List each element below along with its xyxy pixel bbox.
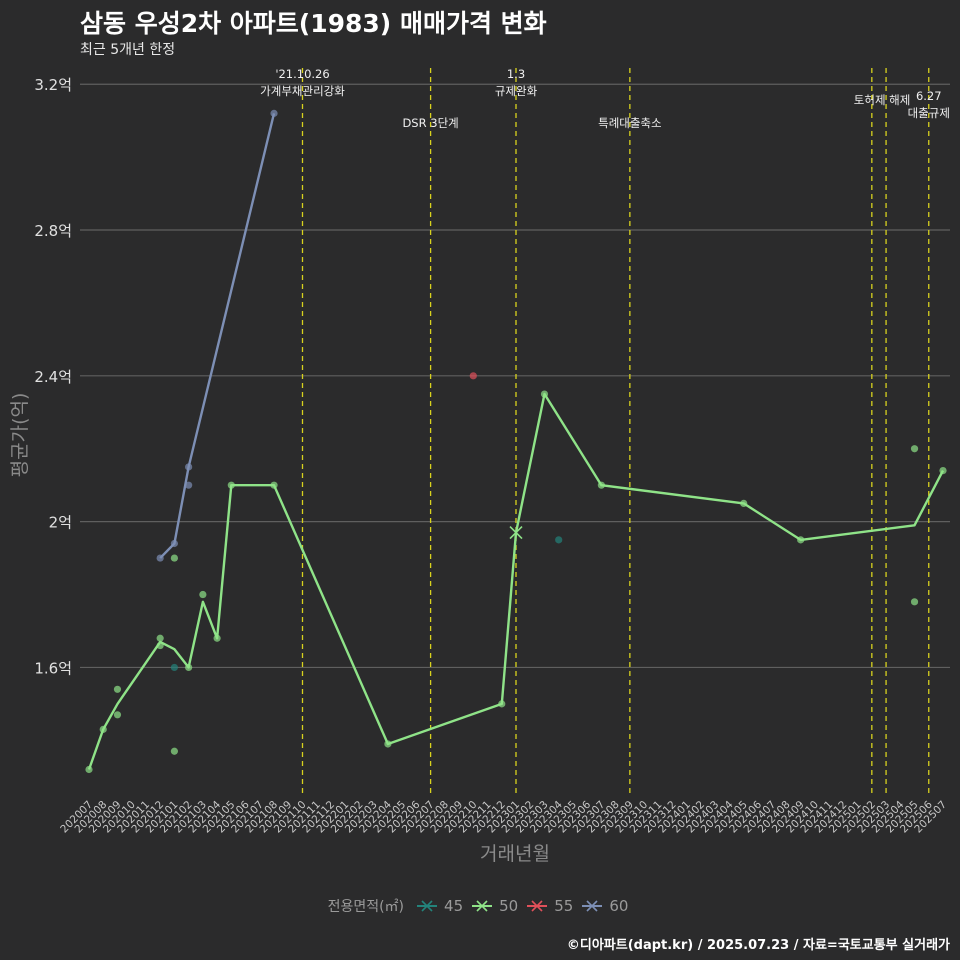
policy-annotation-text: 규제완화 — [495, 84, 538, 98]
legend-item-60: 60 — [581, 897, 628, 915]
y-tick-label: 3.2억 — [34, 76, 72, 94]
legend-item-45: 45 — [416, 897, 463, 915]
series-line-60 — [159, 113, 276, 559]
y-tick-labels: 1.6억 2억 2.4억 2.8억 3.2억 — [34, 76, 72, 677]
y-tick-label: 2억 — [49, 514, 72, 532]
data-point-50 — [113, 711, 122, 719]
grid-lines — [80, 83, 950, 669]
legend-key-45-icon — [417, 900, 438, 912]
data-point-50 — [85, 765, 93, 774]
data-point-55 — [469, 372, 477, 380]
data-point-50 — [156, 641, 164, 650]
legend-key-50-icon — [472, 900, 493, 912]
data-point-50 — [939, 466, 947, 475]
policy-annotation-text: '21.10.26 — [275, 67, 329, 81]
data-point-60 — [270, 109, 278, 117]
legend-key-60-icon — [582, 900, 603, 912]
data-point-50 — [185, 663, 193, 672]
legend-label-45: 45 — [444, 897, 464, 915]
data-point-50 — [213, 634, 221, 642]
policy-annotation-text: DSR 3단계 — [402, 116, 458, 130]
y-tick-label: 1.6억 — [34, 659, 72, 677]
y-tick-label: 2.4억 — [34, 368, 72, 386]
data-point-50 — [156, 634, 164, 642]
y-tick-label: 2.8억 — [34, 222, 72, 240]
data-point-50 — [99, 725, 107, 733]
data-point-60 — [185, 463, 193, 471]
source-caption: ©디아파트(dapt.kr) / 2025.07.23 / 자료=국토교통부 실… — [566, 938, 950, 953]
policy-annotation-text: 가계부채관리강화 — [260, 84, 345, 98]
legend-label-55: 55 — [554, 897, 574, 915]
data-point-50 — [597, 481, 606, 489]
legend-title: 전용면적(㎡) — [327, 899, 405, 915]
x-tick-labels: 2020072020082020092020102020112020122021… — [58, 798, 949, 835]
data-point-60 — [185, 481, 193, 489]
policy-lines — [301, 68, 930, 795]
data-point-50 — [540, 390, 549, 398]
data-point-50 — [384, 740, 392, 748]
policy-annotation-text: 대출규제 — [908, 106, 950, 120]
legend: 전용면적(㎡) 45 50 55 60 — [0, 896, 960, 916]
data-point-50 — [740, 499, 748, 507]
data-point-50 — [797, 536, 805, 544]
data-point-50 — [227, 481, 235, 489]
policy-annotation-text: 특례대출축소 — [598, 116, 661, 130]
data-point-45 — [170, 663, 178, 672]
data-point-60 — [170, 539, 178, 548]
legend-item-50: 50 — [471, 897, 518, 915]
data-point-45 — [555, 536, 563, 544]
data-point-50 — [910, 598, 919, 606]
cross-mark-50 — [509, 525, 523, 540]
y-axis-title: 평균가(억) — [9, 393, 31, 478]
x-axis-title: 거래년월 — [480, 843, 550, 865]
series-layer — [85, 109, 947, 774]
legend-label-60: 60 — [609, 897, 629, 915]
data-point-50 — [270, 481, 278, 489]
legend-label-50: 50 — [499, 897, 519, 915]
policy-annotation-text: 6.27 — [916, 89, 942, 103]
data-point-50 — [170, 747, 178, 755]
chart-title: 삼동 우성2차 아파트(1983) 매매가격 변화 — [80, 9, 547, 38]
data-point-60 — [156, 554, 164, 562]
legend-item-55: 55 — [526, 897, 573, 915]
data-point-50 — [113, 685, 122, 693]
data-point-50 — [910, 445, 919, 453]
legend-key-55-icon — [527, 900, 548, 912]
data-point-50 — [498, 700, 506, 708]
data-point-50 — [170, 554, 178, 562]
data-point-50 — [199, 590, 207, 599]
policy-annotation-text: 1.3 — [507, 67, 525, 81]
policy-annotation-text: 토허제 해제 — [854, 93, 911, 107]
chart-subtitle: 최근 5개년 한정 — [80, 42, 176, 58]
